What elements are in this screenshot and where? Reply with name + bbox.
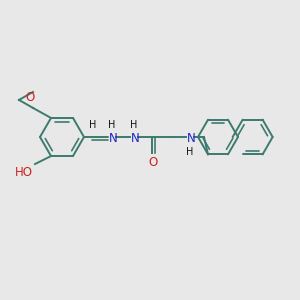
Text: H: H bbox=[89, 120, 97, 130]
Text: O: O bbox=[148, 156, 158, 169]
Text: H: H bbox=[186, 147, 194, 157]
Text: H: H bbox=[130, 120, 138, 130]
Text: N: N bbox=[187, 131, 196, 145]
Text: H: H bbox=[108, 120, 116, 130]
Text: N: N bbox=[109, 131, 118, 145]
Text: O: O bbox=[26, 91, 34, 104]
Text: HO: HO bbox=[15, 166, 33, 179]
Text: N: N bbox=[131, 131, 140, 145]
